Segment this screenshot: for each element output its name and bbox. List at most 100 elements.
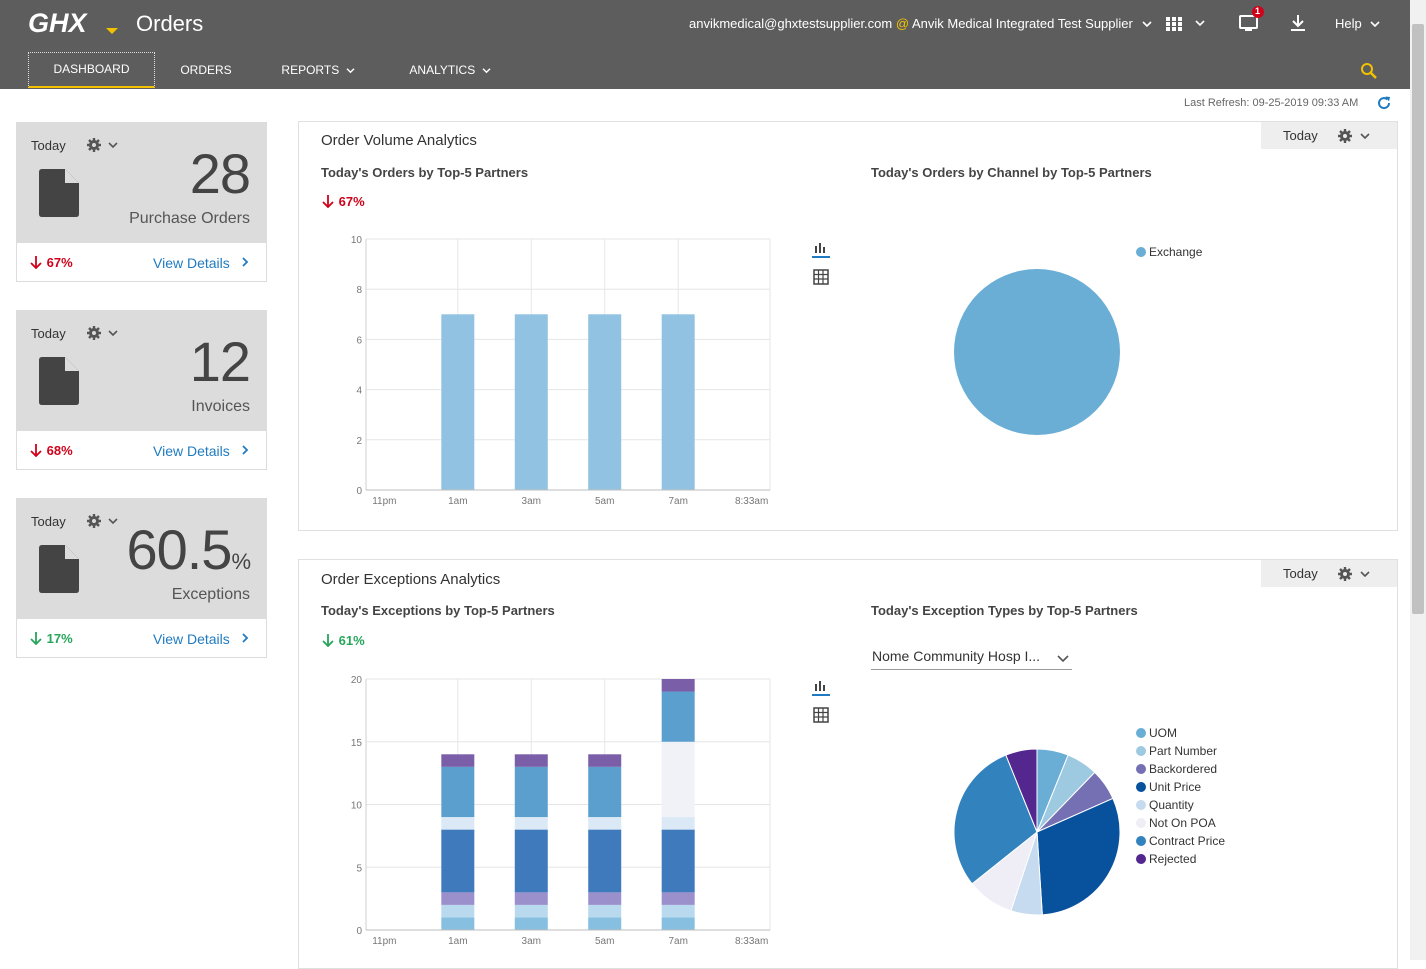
ghx-logo[interactable]: GHX (28, 8, 120, 38)
legend-item: Part Number (1136, 744, 1217, 758)
legend-item: Contract Price (1136, 834, 1225, 848)
bar-segment (661, 741, 695, 818)
organization-name: Anvik Medical Integrated Test Supplier (911, 16, 1133, 31)
partner-select[interactable]: Nome Community Hosp I... (871, 646, 1072, 670)
bar-segment (588, 829, 622, 893)
kpi-card-exceptions: Today 60.5% Exceptions 17% View Details (16, 498, 267, 658)
bar-segment (441, 917, 475, 930)
apps-grid-icon (1166, 17, 1205, 31)
channel-pie-chart (954, 269, 1120, 435)
x-tick-label: 8:33am (735, 936, 768, 947)
legend-item: Unit Price (1136, 780, 1201, 794)
nav-label: REPORTS (281, 63, 340, 77)
legend-swatch (1136, 247, 1146, 257)
bar-segment (441, 892, 475, 905)
view-details-label: View Details (153, 631, 230, 647)
last-refresh: Last Refresh: 09-25-2019 09:33 AM (1184, 97, 1358, 109)
pie-slice (953, 754, 1038, 885)
kpi-settings-button[interactable] (87, 325, 121, 346)
chevron-right-icon (242, 633, 248, 643)
x-tick-label: 3am (522, 496, 541, 507)
legend-item: Quantity (1136, 798, 1194, 812)
kpi-label: Exceptions (171, 586, 250, 603)
chart-view-button[interactable] (811, 240, 831, 263)
kpi-value: 60.5% (126, 517, 251, 582)
pie-slice (1005, 748, 1038, 833)
legend-item: Not On POA (1136, 816, 1216, 830)
kpi-number: 12 (189, 330, 251, 393)
view-details-link[interactable]: View Details (153, 631, 250, 647)
nav-orders[interactable]: ORDERS (170, 52, 242, 88)
x-tick-label: 11pm (372, 496, 396, 507)
chart-change-value: 67% (338, 194, 365, 209)
legend-item: Exchange (1136, 245, 1202, 259)
nav-dashboard[interactable]: DASHBOARD (28, 52, 155, 88)
chart-view-button[interactable] (811, 678, 831, 701)
chevron-right-icon (242, 257, 248, 267)
nav-label: ORDERS (180, 63, 232, 77)
bar-segment (661, 679, 695, 692)
bar-segment (588, 754, 622, 767)
kpi-change: 17% (29, 631, 73, 646)
chevron-down-icon (1057, 655, 1069, 663)
legend-label: Contract Price (1149, 834, 1226, 848)
apps-menu-button[interactable] (1166, 16, 1210, 37)
kpi-unit: % (231, 549, 251, 574)
order-exceptions-panel: Order Exceptions Analytics Today Today's… (298, 559, 1398, 969)
kpi-settings-button[interactable] (87, 137, 121, 158)
bar-segment (514, 766, 548, 818)
kpi-value: 28 (190, 141, 251, 206)
chart-change: 61% (321, 633, 365, 648)
period-label: Today (1283, 566, 1318, 581)
nav-reports[interactable]: REPORTS (272, 52, 364, 88)
notifications-icon (1239, 6, 1264, 31)
legend-label: Unit Price (1149, 780, 1202, 794)
document-icon (39, 545, 79, 593)
table-view-button[interactable] (813, 707, 829, 728)
gear-icon (87, 514, 118, 528)
table-view-button[interactable] (813, 269, 829, 290)
x-tick-label: 11pm (372, 936, 396, 947)
period-selector[interactable]: Today (1261, 560, 1397, 587)
download-icon (1291, 15, 1305, 31)
chart-title: Today's Exception Types by Top-5 Partner… (871, 603, 1138, 618)
bar-segment (661, 691, 695, 742)
arrow-down-icon (322, 634, 334, 648)
y-tick-label: 0 (356, 486, 362, 497)
legend-label: Part Number (1149, 744, 1218, 758)
kpi-settings-button[interactable] (87, 513, 121, 534)
nav-analytics[interactable]: ANALYTICS (398, 52, 502, 88)
download-button[interactable] (1290, 14, 1306, 37)
legend-label: Not On POA (1149, 816, 1216, 830)
gear-icon (1338, 129, 1370, 143)
gear-icon (1338, 567, 1370, 581)
table-grid-icon (813, 269, 829, 285)
period-selector[interactable]: Today (1261, 122, 1397, 149)
notifications-button[interactable]: 1 (1238, 5, 1268, 40)
view-details-link[interactable]: View Details (153, 443, 250, 459)
y-tick-label: 10 (351, 801, 363, 812)
view-details-link[interactable]: View Details (153, 255, 250, 271)
kpi-value: 12 (189, 329, 251, 394)
legend-swatch (1136, 746, 1146, 756)
search-icon (1361, 63, 1377, 79)
legend-swatch (1136, 836, 1146, 846)
last-refresh-text: Last Refresh: 09-25-2019 09:33 AM (1184, 97, 1359, 109)
bar-segment (588, 892, 622, 905)
legend-label: Exchange (1149, 245, 1203, 259)
kpi-label: Invoices (191, 398, 250, 415)
scrollbar-thumb[interactable] (1412, 24, 1424, 614)
bar (441, 314, 475, 490)
view-details-label: View Details (153, 255, 230, 271)
orders-bar-chart: 0 2 4 6 8 10 11pm 1am 3am 5am 7am 8:33am (351, 235, 771, 507)
kpi-card-invoices: Today 12 Invoices 68% View Details (16, 310, 267, 470)
legend-label: Backordered (1149, 762, 1218, 776)
search-button[interactable] (1360, 62, 1378, 85)
help-menu[interactable]: Help (1335, 16, 1380, 31)
refresh-button[interactable] (1376, 95, 1392, 116)
panel-title: Order Volume Analytics (321, 132, 477, 149)
at-symbol: @ (895, 16, 910, 31)
help-label: Help (1335, 16, 1362, 31)
account-switcher[interactable]: anvikmedical@ghxtestsupplier.com @ Anvik… (689, 16, 1153, 31)
legend-label: UOM (1149, 726, 1177, 740)
